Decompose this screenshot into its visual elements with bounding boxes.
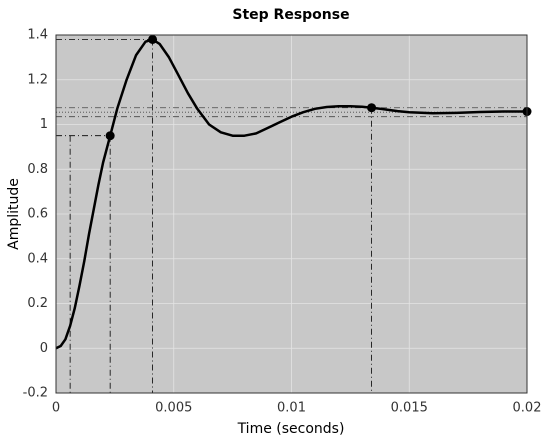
characteristic-marker <box>367 103 377 113</box>
x-tick-label: 0.01 <box>277 401 306 416</box>
characteristic-marker <box>105 131 115 141</box>
y-tick-label: 0.2 <box>27 296 48 311</box>
chart-title: Step Response <box>232 7 349 23</box>
x-axis-label: Time (seconds) <box>237 421 345 437</box>
y-tick-label: 1 <box>40 117 48 132</box>
y-tick-label: 0.6 <box>27 207 48 222</box>
axes-frame <box>55 34 528 394</box>
x-tick-label: 0.005 <box>155 401 192 416</box>
x-tick-label: 0 <box>52 401 60 416</box>
y-tick-label: 0 <box>40 341 48 356</box>
y-tick-label: 0.8 <box>27 162 48 177</box>
y-axis-label: Amplitude <box>6 178 22 250</box>
y-tick-label: 1.2 <box>27 72 48 87</box>
characteristic-marker <box>148 34 158 44</box>
y-tick-label: -0.2 <box>23 386 48 401</box>
y-tick-label: 1.4 <box>27 28 48 43</box>
response-line <box>55 38 527 350</box>
y-tick-label: 0.4 <box>27 251 48 266</box>
x-tick-label: 0.02 <box>513 401 542 416</box>
x-tick-label: 0.015 <box>391 401 428 416</box>
